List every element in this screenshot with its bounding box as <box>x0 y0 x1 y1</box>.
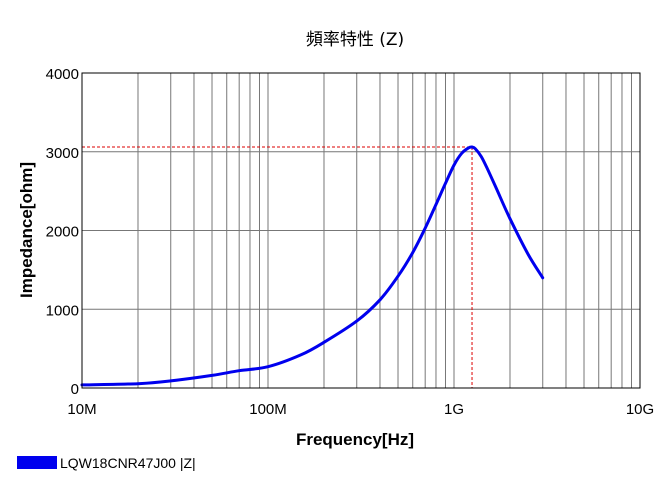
x-axis-tick-labels: 10M 100M 1G 10G <box>67 401 654 418</box>
x-tick-label: 10G <box>626 401 654 418</box>
x-tick-label: 10M <box>67 401 96 418</box>
x-tick-label: 100M <box>249 401 287 418</box>
legend-swatch <box>17 456 57 469</box>
legend: LQW18CNR47J00 |Z| <box>17 455 196 471</box>
plot-frame <box>81 72 641 389</box>
x-axis-label: Frequency[Hz] <box>296 430 414 449</box>
y-tick-label: 4000 <box>46 66 79 83</box>
grid <box>81 72 640 389</box>
y-axis-label: Impedance[ohm] <box>17 162 36 298</box>
y-axis-tick-labels: 0 1000 2000 3000 4000 <box>46 66 79 398</box>
y-tick-label: 3000 <box>46 145 79 162</box>
y-tick-label: 2000 <box>46 224 79 241</box>
series-layer <box>80 145 545 387</box>
y-tick-label: 1000 <box>46 302 79 319</box>
peak-marker-lines <box>82 146 473 388</box>
y-tick-label: 0 <box>71 381 79 398</box>
legend-label: LQW18CNR47J00 |Z| <box>60 455 196 471</box>
chart-title: 頻率特性 (Z) <box>306 30 404 50</box>
series-line-impedance <box>80 145 545 387</box>
x-tick-label: 1G <box>444 401 464 418</box>
